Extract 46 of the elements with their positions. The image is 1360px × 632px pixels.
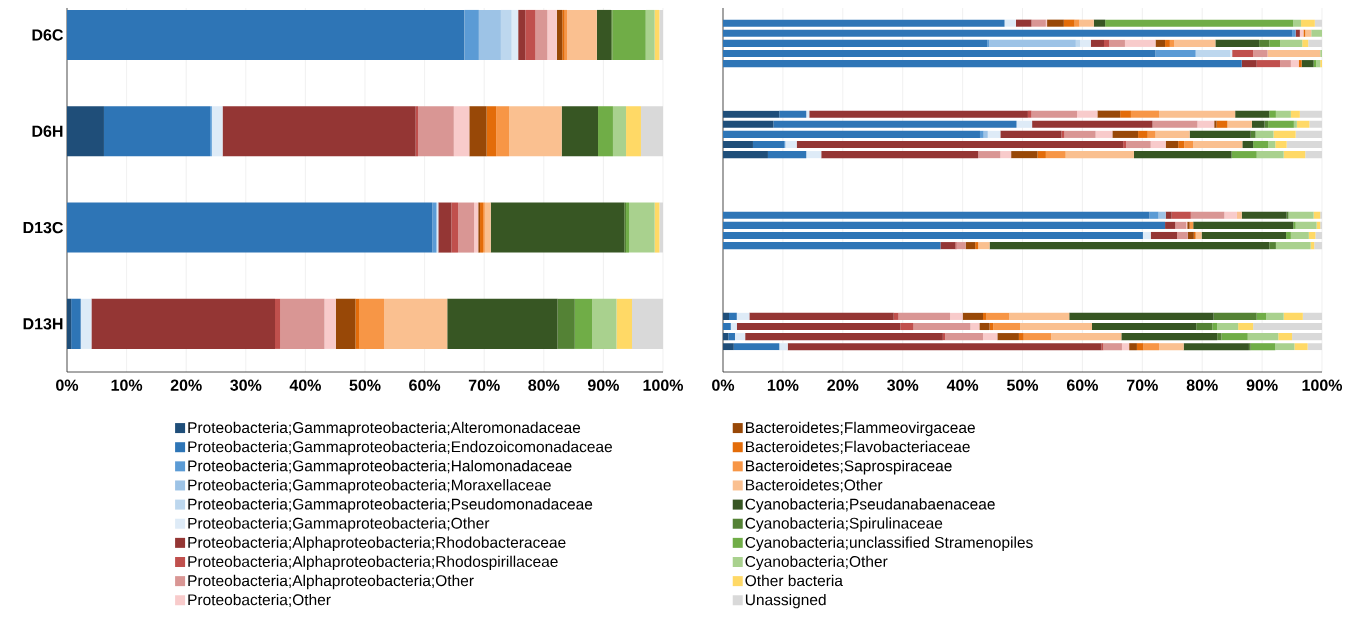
legend-label: Unassigned (745, 593, 826, 609)
x-tick-label: 60% (1066, 379, 1098, 391)
x-tick-label: 0% (712, 379, 735, 391)
x-tick-label: 40% (946, 379, 979, 391)
x-tick-label: 20% (170, 379, 202, 391)
legend-label: Cyanobacteria;Spirulinaceae (745, 517, 943, 532)
x-tick-label: 70% (1126, 379, 1158, 391)
legend-label: Proteobacteria;Alphaproteobacteria;Rhodospirillaceae (188, 555, 558, 571)
x-tick-label: 100% (643, 379, 684, 391)
x-tick-label: 100% (1302, 379, 1343, 391)
y-tick-label: D6H (32, 125, 63, 137)
legend-label: Bacteroidetes;Flavobacteriaceae (746, 440, 970, 455)
legend-label: Proteobacteria;Alphaproteobacteria;Rhodobacteraceae (188, 536, 566, 551)
x-tick-label: 50% (1006, 379, 1039, 391)
legend-label: Proteobacteria;Gammaproteobacteria;Moraxellaceae (188, 479, 551, 494)
legend-label: Cyanobacteria;unclassified Stramenopiles (745, 536, 1033, 551)
legend-label: Bacteroidetes;Other (746, 479, 883, 493)
x-tick-label: 10% (111, 379, 143, 391)
legend-label: Proteobacteria;Gammaproteobacteria;Other (188, 517, 490, 532)
x-tick-label: 20% (827, 379, 859, 391)
y-tick-label: D13C (23, 221, 64, 234)
x-tick-label: 60% (409, 379, 441, 391)
legend-label: Bacteroidetes;Saprospiraceae (746, 459, 952, 475)
x-tick-label: 70% (468, 379, 500, 391)
legend-label: Cyanobacteria;Pseudanabaenaceae (745, 498, 995, 513)
legend-label: Proteobacteria;Gammaproteobacteria;Pseudomonadaceae (188, 498, 593, 513)
legend-label: Proteobacteria;Gammaproteobacteria;Endozoicomonadaceae (188, 440, 612, 456)
x-tick-label: 50% (349, 379, 381, 391)
x-tick-label: 90% (1246, 379, 1278, 391)
x-tick-label: 80% (528, 379, 560, 391)
legend-label: Proteobacteria;Alphaproteobacteria;Other (188, 574, 474, 590)
legend-label: Cyanobacteria;Other (745, 555, 888, 571)
x-tick-label: 40% (289, 379, 321, 391)
legend-label: Bacteroidetes;Flammeovirgaceae (746, 421, 975, 437)
x-tick-label: 90% (587, 379, 619, 391)
x-tick-label: 10% (767, 379, 799, 391)
x-tick-label: 30% (887, 379, 919, 391)
y-tick-label: D6C (32, 29, 64, 41)
legend-label: Proteobacteria;Other (188, 593, 331, 608)
y-tick-label: D13H (23, 318, 63, 330)
legend-label: Proteobacteria;Gammaproteobacteria;Halomonadaceae (188, 459, 572, 475)
x-tick-label: 0% (56, 379, 79, 391)
legend-label: Other bacteria (745, 574, 843, 587)
x-tick-label: 30% (230, 379, 262, 391)
x-tick-label: 80% (1186, 379, 1218, 391)
legend-label: Proteobacteria;Gammaproteobacteria;Alteromonadaceae (188, 421, 581, 437)
